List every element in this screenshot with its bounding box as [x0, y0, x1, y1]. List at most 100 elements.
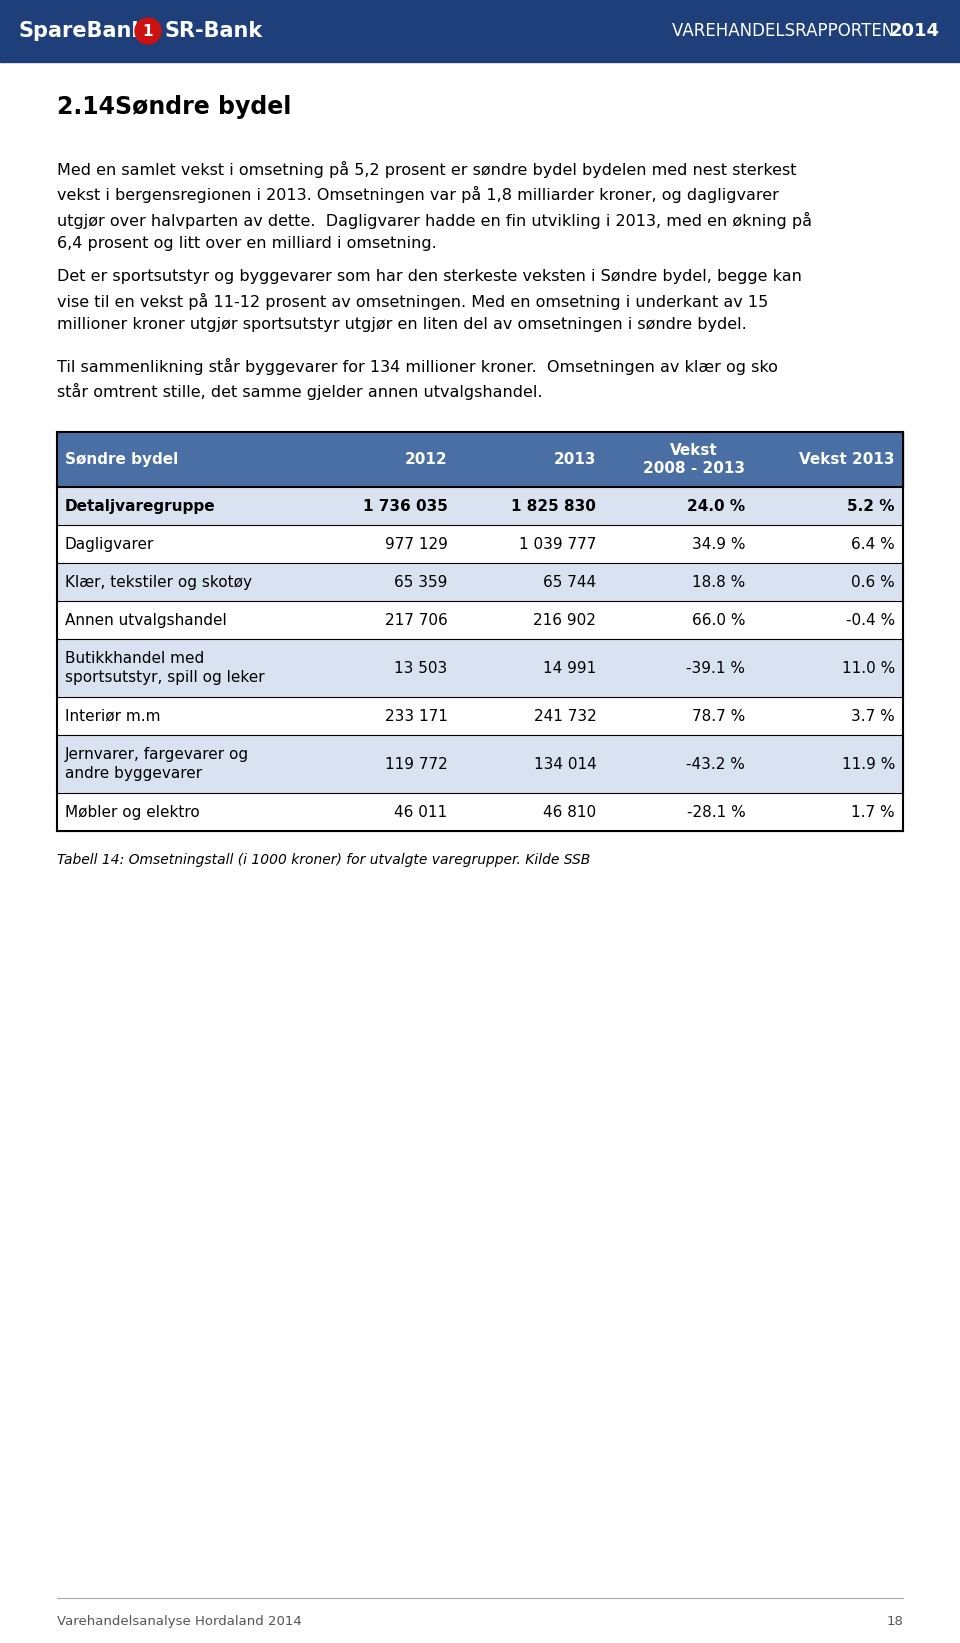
Text: 78.7 %: 78.7 % [692, 708, 745, 723]
Bar [306, 526, 455, 564]
Bar [605, 639, 754, 697]
Bar [57, 639, 306, 697]
Text: Det er sportsutstyr og byggevarer som har den sterkeste veksten i Søndre bydel, : Det er sportsutstyr og byggevarer som ha… [57, 269, 802, 332]
Bar [455, 526, 605, 564]
Bar [306, 639, 455, 697]
Text: 1: 1 [143, 23, 154, 38]
Text: 3.7 %: 3.7 % [852, 708, 895, 723]
Text: 2012: 2012 [405, 452, 447, 467]
Text: Søndre bydel: Søndre bydel [65, 452, 179, 467]
Text: 14 991: 14 991 [543, 660, 596, 675]
Text: Jernvarer, fargevarer og
andre byggevarer: Jernvarer, fargevarer og andre byggevare… [65, 748, 250, 780]
Text: 216 902: 216 902 [534, 613, 596, 628]
Circle shape [135, 18, 161, 44]
Text: -39.1 %: -39.1 % [686, 660, 745, 675]
Bar [754, 432, 903, 486]
Text: 217 706: 217 706 [385, 613, 447, 628]
Bar [306, 794, 455, 831]
Text: 134 014: 134 014 [534, 757, 596, 772]
Bar [605, 601, 754, 639]
Text: 11.0 %: 11.0 % [842, 660, 895, 675]
Bar [605, 526, 754, 564]
Bar [57, 794, 306, 831]
Text: 46 810: 46 810 [543, 805, 596, 820]
Bar [605, 432, 754, 486]
Bar [57, 486, 306, 526]
Bar [605, 564, 754, 601]
Text: Vekst 2013: Vekst 2013 [800, 452, 895, 467]
Text: Annen utvalgshandel: Annen utvalgshandel [65, 613, 227, 628]
Bar [605, 794, 754, 831]
Bar [605, 734, 754, 794]
Text: Varehandelsanalyse Hordaland 2014: Varehandelsanalyse Hordaland 2014 [57, 1615, 301, 1628]
Bar [57, 564, 306, 601]
Text: 13 503: 13 503 [395, 660, 447, 675]
Bar [455, 432, 605, 486]
Text: 977 129: 977 129 [385, 537, 447, 552]
Bar [455, 486, 605, 526]
Bar [306, 734, 455, 794]
Text: VAREHANDELSRAPPORTEN: VAREHANDELSRAPPORTEN [673, 21, 900, 39]
Text: 2.14Søndre bydel: 2.14Søndre bydel [57, 95, 292, 118]
Text: 24.0 %: 24.0 % [687, 498, 745, 514]
Text: 46 011: 46 011 [395, 805, 447, 820]
Text: Interiør m.m: Interiør m.m [65, 708, 160, 723]
Text: 2014: 2014 [890, 21, 940, 39]
Bar [57, 697, 306, 734]
Text: Dagligvarer: Dagligvarer [65, 537, 155, 552]
Text: 65 359: 65 359 [395, 575, 447, 590]
Text: -28.1 %: -28.1 % [686, 805, 745, 820]
Bar [754, 639, 903, 697]
Text: SpareBank: SpareBank [18, 21, 145, 41]
Bar [306, 486, 455, 526]
Text: Til sammenlikning står byggevarer for 134 millioner kroner.  Omsetningen av klær: Til sammenlikning står byggevarer for 13… [57, 358, 778, 401]
Bar [455, 601, 605, 639]
Bar [455, 697, 605, 734]
Bar [754, 486, 903, 526]
Text: 2013: 2013 [554, 452, 596, 467]
Bar [455, 734, 605, 794]
Bar [455, 639, 605, 697]
Bar [605, 486, 754, 526]
Bar [57, 526, 306, 564]
Bar [754, 794, 903, 831]
Text: 0.6 %: 0.6 % [852, 575, 895, 590]
Text: 5.2 %: 5.2 % [848, 498, 895, 514]
Text: 241 732: 241 732 [534, 708, 596, 723]
Text: Med en samlet vekst i omsetning på 5,2 prosent er søndre bydel bydelen med nest : Med en samlet vekst i omsetning på 5,2 p… [57, 161, 812, 251]
Bar [306, 697, 455, 734]
Text: Tabell 14: Omsetningstall (i 1000 kroner) for utvalgte varegrupper. Kilde SSB: Tabell 14: Omsetningstall (i 1000 kroner… [57, 853, 590, 868]
Bar [455, 794, 605, 831]
Bar [754, 564, 903, 601]
Text: -0.4 %: -0.4 % [846, 613, 895, 628]
Text: 1 825 830: 1 825 830 [512, 498, 596, 514]
Bar [0, 0, 960, 62]
Text: 1 736 035: 1 736 035 [363, 498, 447, 514]
Bar [57, 734, 306, 794]
Bar [754, 697, 903, 734]
Text: 18.8 %: 18.8 % [692, 575, 745, 590]
Text: 233 171: 233 171 [385, 708, 447, 723]
Text: Butikkhandel med
sportsutstyr, spill og leker: Butikkhandel med sportsutstyr, spill og … [65, 651, 265, 685]
Text: Møbler og elektro: Møbler og elektro [65, 805, 200, 820]
Text: 6.4 %: 6.4 % [852, 537, 895, 552]
Bar [306, 432, 455, 486]
Text: 1.7 %: 1.7 % [852, 805, 895, 820]
Text: Detaljvaregruppe: Detaljvaregruppe [65, 498, 216, 514]
Text: -43.2 %: -43.2 % [686, 757, 745, 772]
Text: 34.9 %: 34.9 % [692, 537, 745, 552]
Text: 66.0 %: 66.0 % [692, 613, 745, 628]
Bar [306, 564, 455, 601]
Text: 65 744: 65 744 [543, 575, 596, 590]
Bar [754, 601, 903, 639]
Text: Vekst
2008 - 2013: Vekst 2008 - 2013 [643, 444, 745, 476]
Text: 18: 18 [886, 1615, 903, 1628]
Text: 1 039 777: 1 039 777 [519, 537, 596, 552]
Bar [455, 564, 605, 601]
Text: 119 772: 119 772 [385, 757, 447, 772]
Text: SR-Bank: SR-Bank [165, 21, 263, 41]
Text: 11.9 %: 11.9 % [842, 757, 895, 772]
Bar [754, 734, 903, 794]
Bar [306, 601, 455, 639]
Bar [57, 601, 306, 639]
